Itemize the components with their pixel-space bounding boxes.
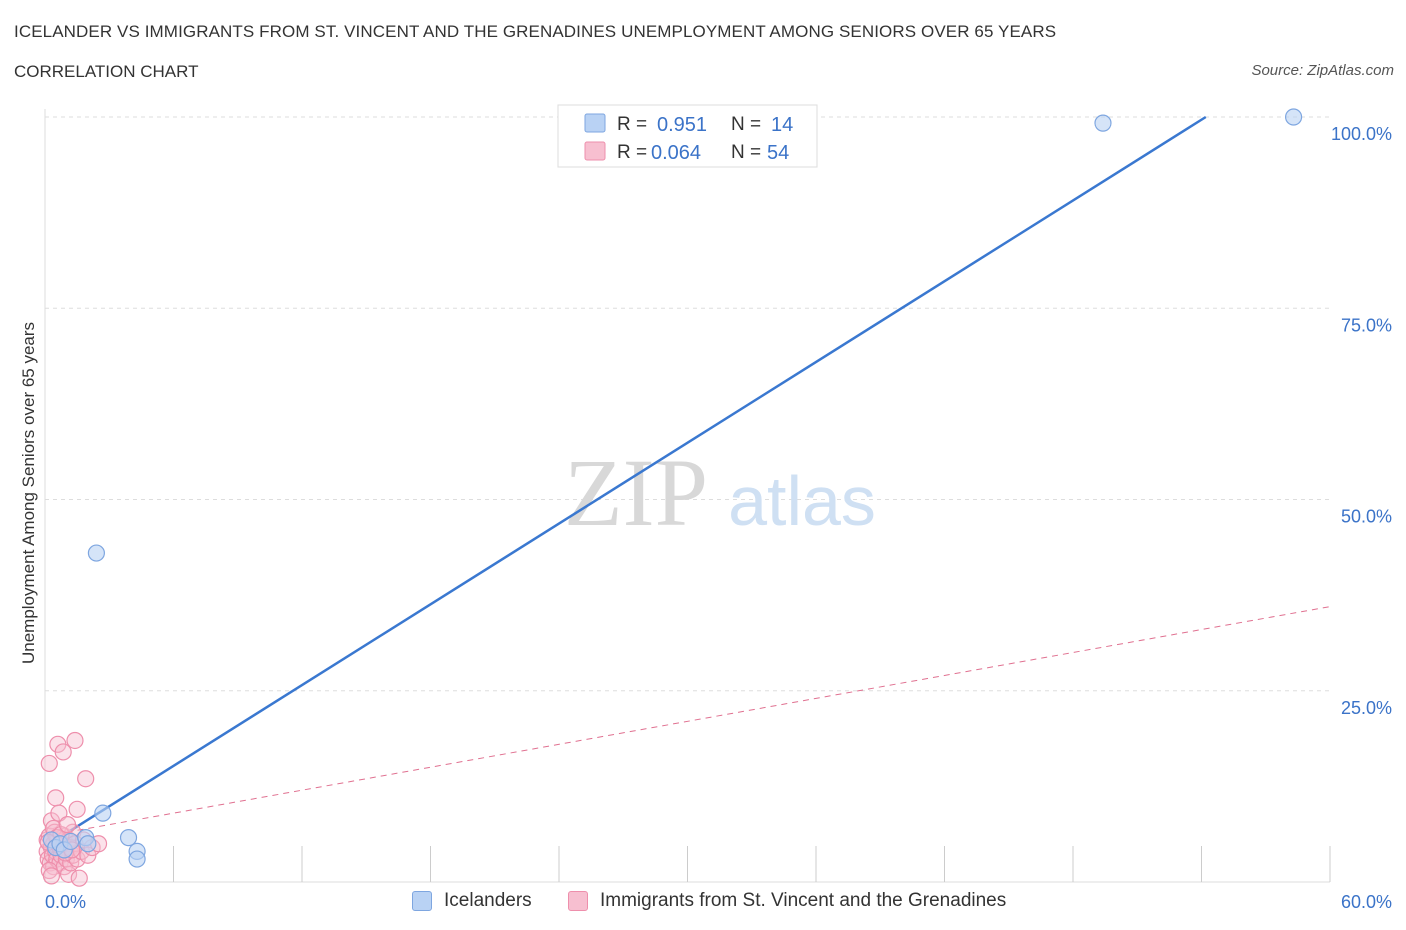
- y-axis-label: Unemployment Among Seniors over 65 years: [19, 322, 38, 664]
- legend-swatch-immigrants: [568, 891, 588, 911]
- y-tick-label-3: 100.0%: [1331, 124, 1392, 144]
- legend-n-value-2: 54: [767, 142, 789, 164]
- point-immigrants-40: [77, 770, 95, 788]
- trendline-icelanders: [55, 115, 1207, 841]
- watermark-zip: ZIP: [564, 439, 708, 546]
- point-immigrants-45: [42, 867, 61, 885]
- y-tick-label-2: 75.0%: [1341, 315, 1392, 335]
- legend-r-value-2: 0.064: [651, 142, 701, 164]
- x-tick-label-1: 60.0%: [1341, 892, 1392, 912]
- legend-swatch-immigrants: [584, 141, 606, 161]
- point-icelanders-8: [94, 804, 112, 822]
- point-icelanders-7: [87, 544, 106, 562]
- watermark-atlas: atlas: [728, 462, 876, 540]
- point-immigrants-17: [50, 804, 68, 822]
- legend-item-immigrants[interactable]: Immigrants from St. Vincent and the Gren…: [568, 890, 1006, 912]
- points-layer: [38, 108, 1303, 887]
- point-immigrants-33: [66, 731, 84, 750]
- legend-r-value-1: 0.951: [657, 114, 707, 136]
- point-immigrants-3: [40, 754, 58, 773]
- legend-n-label-1: N =: [731, 114, 761, 135]
- point-immigrants-22: [54, 743, 72, 761]
- point-icelanders-9: [119, 829, 138, 847]
- legend-swatch-icelanders: [412, 891, 432, 911]
- point-icelanders-4: [62, 832, 80, 851]
- source-label[interactable]: Source: ZipAtlas.com: [1251, 62, 1394, 79]
- legend-r-label-2: R =: [617, 142, 647, 163]
- point-immigrants-51: [58, 816, 77, 834]
- point-icelanders-6: [79, 835, 97, 853]
- point-icelanders-11: [128, 850, 146, 868]
- y-tick-label-0: 25.0%: [1341, 698, 1392, 718]
- legend-bottom: Icelanders Immigrants from St. Vincent a…: [0, 888, 1406, 918]
- legend-swatch-icelanders: [584, 113, 606, 133]
- legend-n-value-1: 14: [771, 114, 793, 136]
- point-immigrants-12: [47, 789, 65, 807]
- point-immigrants-37: [70, 869, 88, 887]
- x-tick-label-0: 0.0%: [45, 892, 86, 912]
- trendline-immigrants: [44, 606, 1331, 837]
- point-icelanders-13: [1284, 108, 1303, 126]
- y-tick-label-1: 50.0%: [1341, 507, 1392, 527]
- legend-n-label-2: N =: [731, 142, 761, 163]
- axis-label-layer: 25.0% 50.0% 75.0% 100.0% 0.0% 60.0%: [45, 124, 1392, 912]
- legend-top: R = 0.951 N = 14 R = 0.064 N = 54: [557, 104, 818, 168]
- chart-subtitle: CORRELATION CHART: [14, 62, 199, 81]
- legend-label-immigrants: Immigrants from St. Vincent and the Gren…: [600, 890, 1007, 911]
- legend-item-icelanders[interactable]: Icelanders: [412, 890, 532, 912]
- chart-title: ICELANDER VS IMMIGRANTS FROM ST. VINCENT…: [14, 22, 1057, 41]
- point-immigrants-35: [68, 800, 86, 818]
- legend-label-icelanders: Icelanders: [444, 890, 532, 911]
- legend-r-label-1: R =: [617, 114, 647, 135]
- point-icelanders-12: [1094, 114, 1112, 132]
- trend-layer: [44, 115, 1331, 841]
